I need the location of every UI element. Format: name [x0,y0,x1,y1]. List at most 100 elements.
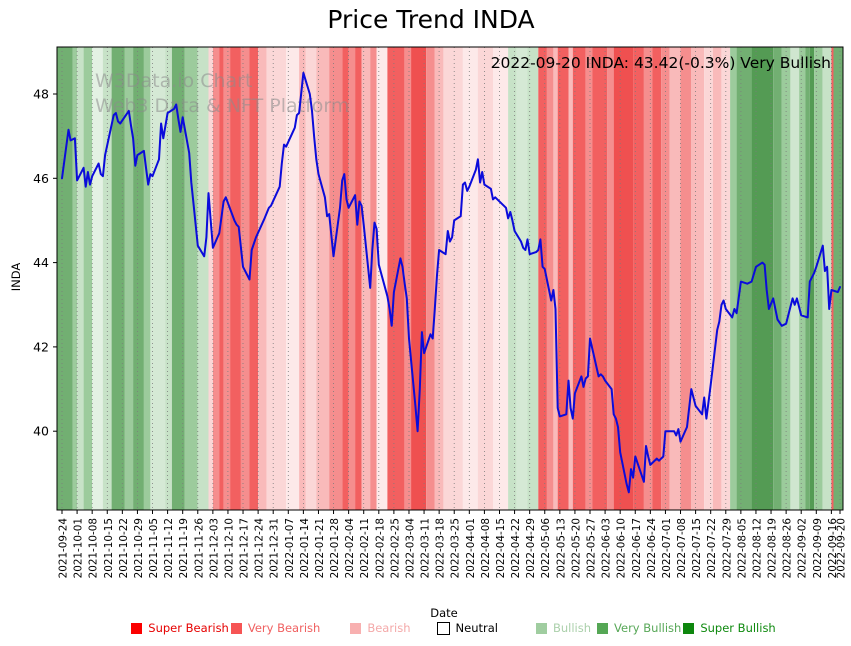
x-tick-label: 2022-06-10 [616,518,628,578]
band-very-bearish [223,47,231,510]
band-bearish [316,47,330,510]
x-tick-label: 2022-05-13 [555,518,567,578]
x-tick-label: 2022-02-04 [344,518,356,579]
band-very-bearish [831,47,834,510]
neutral-swatch [436,621,450,635]
band-very-bearish [557,47,569,510]
band-bearish [493,47,509,510]
band-neutral [92,47,103,510]
legend-item-neutral: Neutral [436,621,498,635]
band-bullish [143,47,151,510]
legend-item-very-bearish: Very Bearish [230,621,321,635]
x-tick-label: 2021-11-19 [178,518,190,578]
sentiment-legend: Super Bearish Very Bearish Bearish Neutr… [28,621,851,635]
x-tick-label: 2022-05-20 [570,518,582,578]
watermark-line-1: W3Data.io Chart [95,70,252,92]
x-tick-label: 2021-11-05 [148,518,160,578]
band-bearish [305,47,317,510]
y-tick-label: 40 [33,424,49,439]
x-tick-label: 2021-10-01 [73,518,85,578]
plot-border [56,46,844,511]
band-bearish [286,47,299,510]
y-tick-label: 44 [33,255,49,270]
band-bullish [508,47,517,510]
band-bearish [208,47,213,510]
band-very-bearish [572,47,586,510]
band-bullish [72,47,78,510]
band-very-bearish [404,47,412,510]
band-very-bullish [57,47,73,510]
x-tick-label: 2022-01-14 [299,518,311,579]
band-bullish [77,47,84,510]
very-bullish-swatch [597,622,609,634]
x-tick-label: 2022-01-28 [329,518,341,578]
band-bullish [102,47,112,510]
band-very-bearish [607,47,614,510]
sentiment-bands [57,47,843,510]
band-very-bearish [342,47,349,510]
band-very-bearish [652,47,662,510]
x-tick-label: 2022-07-29 [721,518,733,578]
x-tick-label: 2022-02-18 [374,518,386,578]
band-bearish [704,47,713,510]
legend-item-super-bearish: Super Bearish [131,621,229,635]
x-tick-label: 2022-09-02 [797,518,809,578]
x-tick-label: 2021-12-17 [239,518,251,578]
legend-label: Super Bearish [148,621,229,635]
x-tick-label: 2022-07-08 [676,518,688,578]
band-very-bearish [219,47,224,510]
x-tick-label: 2021-10-08 [88,518,100,578]
band-bearish [477,47,493,510]
band-very-bearish [230,47,241,510]
band-very-bullish [833,47,843,510]
legend-label: Very Bearish [247,621,321,635]
band-very-bearish [633,47,644,510]
band-bullish [730,47,737,510]
legend-label: Neutral [455,621,498,635]
band-very-bearish [585,47,593,510]
x-tick-label: 2022-03-18 [435,518,447,578]
legend-label: Bullish [552,621,592,635]
x-tick-label: 2022-04-15 [495,518,507,578]
legend-label: Super Bullish [700,621,776,635]
band-very-bearish [546,47,554,510]
band-bullish [516,47,528,510]
band-very-bearish [538,47,547,510]
band-very-bearish [348,47,356,510]
legend-item-super-bullish: Super Bullish [683,621,776,635]
very-bearish-swatch [230,622,242,634]
x-tick-label: 2022-07-22 [706,518,718,578]
band-bearish [669,47,681,510]
bearish-swatch [350,622,362,634]
band-bullish [184,47,198,510]
band-very-bullish [773,47,782,510]
x-tick-label: 2022-03-04 [405,518,417,579]
band-very-bearish [426,47,435,510]
band-bearish [691,47,705,510]
x-tick-label: 2022-04-08 [480,518,492,578]
x-axis: 2021-09-24 2021-10-01 2021-10-08 2021-10-15… [58,510,848,578]
band-bearish [299,47,306,510]
band-bullish [527,47,539,510]
band-very-bearish [411,47,427,510]
x-tick-label: 2022-06-17 [631,518,643,578]
x-tick-label: 2022-08-26 [782,518,794,578]
band-bearish [258,47,267,510]
x-tick-label: 2022-02-11 [359,518,371,578]
band-bearish [361,47,371,510]
band-very-bearish [613,47,634,510]
band-very-bearish [680,47,692,510]
x-tick-label: 2022-04-29 [525,518,537,578]
band-bullish [165,47,172,510]
x-tick-label: 2022-03-11 [420,518,432,578]
x-tick-label: 2022-04-22 [510,518,522,578]
x-tick-label: 2022-04-01 [465,518,477,578]
band-very-bullish [751,47,774,510]
x-tick-label: 2022-09-09 [812,518,824,578]
x-tick-label: 2022-05-27 [586,518,598,578]
x-tick-label: 2021-12-24 [254,518,266,579]
band-bullish [814,47,823,510]
x-tick-label: 2021-11-12 [163,518,175,578]
band-bearish [434,47,444,510]
